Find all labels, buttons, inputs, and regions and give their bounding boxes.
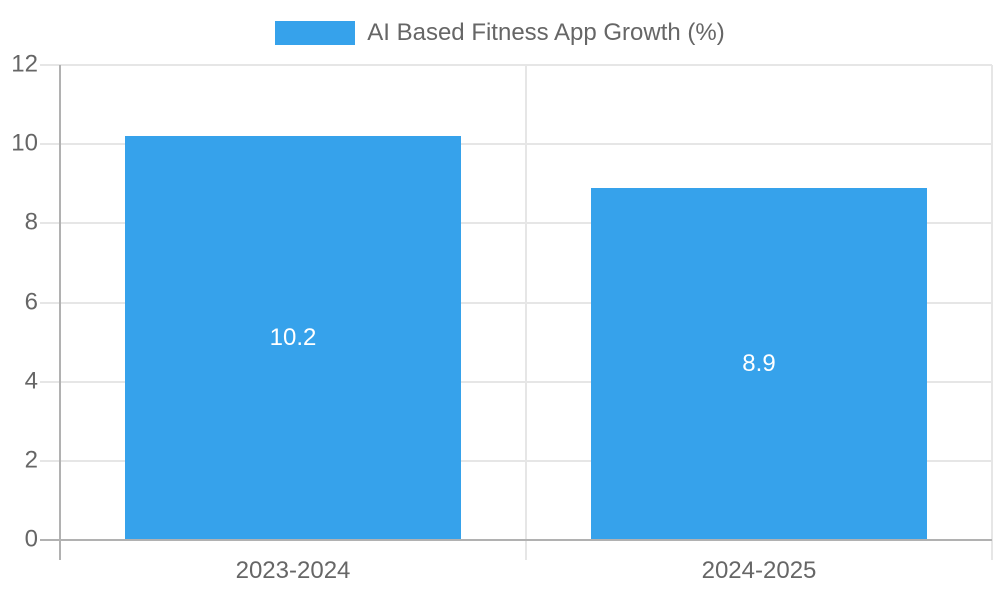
y-gridline — [40, 380, 992, 383]
x-tick-label: 2023-2024 — [235, 557, 351, 584]
y-gridline — [40, 143, 992, 146]
y-tick-label: 12 — [11, 50, 38, 78]
bar[interactable]: 10.2 — [125, 136, 461, 540]
bar-value-label: 8.9 — [742, 349, 776, 377]
y-tick-label: 0 — [24, 525, 38, 553]
x-gridline — [991, 65, 993, 560]
legend-label: AI Based Fitness App Growth (%) — [367, 19, 725, 46]
y-tick-label: 2 — [24, 446, 38, 474]
y-tick-label: 8 — [24, 208, 38, 236]
legend[interactable]: AI Based Fitness App Growth (%) — [0, 19, 1000, 46]
x-tick-label: 2024-2025 — [701, 557, 817, 584]
bar-value-label: 10.2 — [269, 324, 317, 352]
y-tick-label: 10 — [11, 129, 38, 157]
y-tick-label: 4 — [24, 367, 38, 395]
y-gridline — [40, 459, 992, 462]
legend-swatch — [275, 21, 356, 45]
y-gridline — [40, 301, 992, 304]
y-gridline — [40, 64, 992, 66]
bar[interactable]: 8.9 — [591, 187, 927, 540]
x-gridline — [525, 65, 527, 560]
y-tick-label: 6 — [24, 287, 38, 315]
y-gridline — [40, 222, 992, 225]
y-axis-line — [59, 65, 61, 560]
zero-gridline — [40, 539, 992, 541]
